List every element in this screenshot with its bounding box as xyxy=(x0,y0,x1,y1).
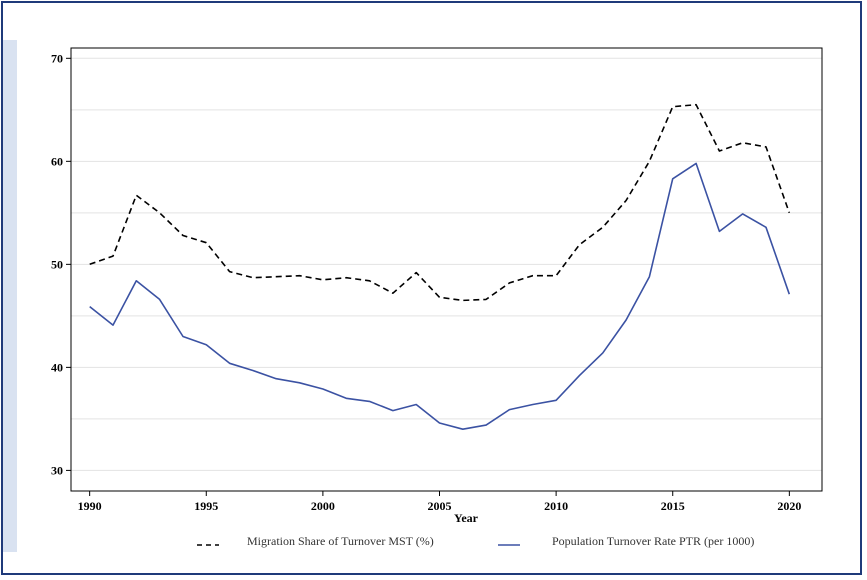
series-line-mst xyxy=(89,103,791,302)
x-tick-label: 2005 xyxy=(428,499,452,513)
y-axis: 30 40 50 60 70 xyxy=(51,51,71,477)
legend-label-mst: Migration Share of Turnover MST (%) xyxy=(247,534,434,548)
x-tick-label: 2015 xyxy=(661,499,685,513)
legend-item-mst: Migration Share of Turnover MST (%) xyxy=(197,534,434,548)
x-axis-title: Year xyxy=(454,511,479,525)
x-tick-label: 2020 xyxy=(777,499,801,513)
y-tick-label: 40 xyxy=(51,360,63,374)
y-tick-label: 70 xyxy=(51,51,63,65)
x-tick-label: 1995 xyxy=(194,499,218,513)
legend-label-ptr: Population Turnover Rate PTR (per 1000) xyxy=(552,534,754,548)
y-tick-label: 50 xyxy=(51,257,63,271)
grid-layer xyxy=(71,57,822,471)
series-layer xyxy=(89,103,791,431)
y-tick-label: 60 xyxy=(51,154,63,168)
x-axis: 1990 1995 2000 2005 2010 2015 2020 xyxy=(78,491,801,513)
y-tick-label: 30 xyxy=(51,463,63,477)
x-tick-label: 2000 xyxy=(311,499,335,513)
left-accent-band xyxy=(3,40,17,552)
x-tick-label: 2010 xyxy=(544,499,568,513)
legend-item-ptr: Population Turnover Rate PTR (per 1000) xyxy=(498,534,754,548)
legend: Migration Share of Turnover MST (%) Popu… xyxy=(197,534,754,548)
plot-border xyxy=(70,47,823,492)
x-tick-label: 1990 xyxy=(78,499,102,513)
plot-area xyxy=(71,48,822,491)
series-line-ptr xyxy=(89,162,791,431)
